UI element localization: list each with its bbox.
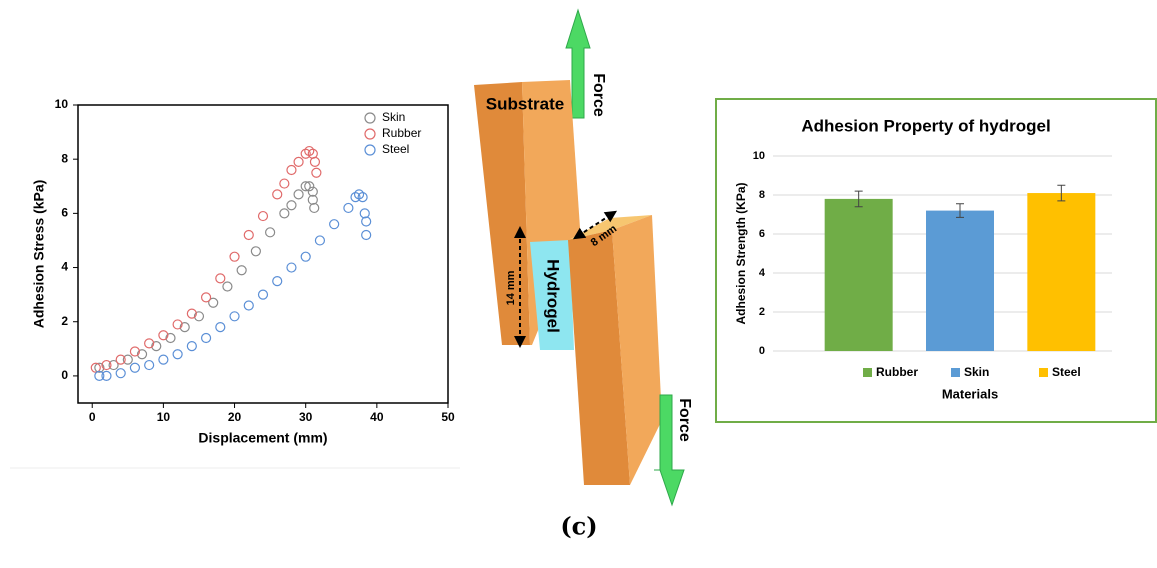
legend-swatch: [951, 368, 960, 377]
data-point: [266, 228, 275, 237]
legend-label: Steel: [382, 142, 409, 156]
x-tick-label: 10: [157, 410, 171, 424]
data-point: [315, 236, 324, 245]
data-point: [294, 190, 303, 199]
height-label: 14 mm: [505, 270, 517, 305]
y-tick-label: 0: [759, 345, 765, 357]
data-point: [310, 157, 319, 166]
data-point: [362, 231, 371, 240]
data-point: [273, 190, 282, 199]
force-label: Force: [590, 73, 607, 117]
diagram: Substrate Force Force Hydrogel 14 mm 8 m…: [474, 10, 693, 505]
x-tick-label: 0: [89, 410, 96, 424]
legend-marker: [365, 145, 375, 155]
data-point: [216, 323, 225, 332]
legend-swatch: [863, 368, 872, 377]
substrate-label: Substrate: [486, 94, 564, 113]
legend-label: Steel: [1052, 365, 1081, 379]
data-point: [116, 369, 125, 378]
figure: Substrate Force Force Hydrogel 14 mm 8 m…: [0, 0, 1157, 568]
data-point: [280, 209, 289, 218]
data-point: [223, 282, 232, 291]
data-point: [360, 209, 369, 218]
x-axis-label: Materials: [942, 386, 998, 401]
data-point: [230, 252, 239, 261]
force-label: Force: [676, 398, 693, 442]
x-axis-label: Displacement (mm): [198, 430, 327, 446]
data-point: [216, 274, 225, 283]
data-point: [202, 333, 211, 342]
legend-label: Skin: [964, 365, 989, 379]
bar: [926, 211, 994, 351]
caption: (c): [560, 512, 597, 541]
data-point: [287, 201, 296, 210]
data-point: [330, 220, 339, 229]
y-tick-label: 6: [61, 206, 68, 220]
data-point: [187, 342, 196, 351]
legend-label: Rubber: [382, 126, 421, 140]
y-tick-label: 8: [61, 151, 68, 165]
data-point: [130, 363, 139, 372]
data-point: [280, 179, 289, 188]
data-point: [202, 293, 211, 302]
data-point: [362, 217, 371, 226]
y-tick-label: 10: [55, 97, 69, 111]
hydrogel-label: Hydrogel: [544, 259, 563, 333]
data-point: [237, 266, 246, 275]
legend-label: Skin: [382, 110, 405, 124]
data-point: [145, 361, 154, 370]
data-point: [244, 301, 253, 310]
data-point: [273, 277, 282, 286]
data-point: [230, 312, 239, 321]
legend-marker: [365, 129, 375, 139]
y-axis-label: Adhesion Strength (KPa): [734, 182, 748, 324]
y-tick-label: 6: [759, 228, 765, 240]
data-point: [301, 252, 310, 261]
y-tick-label: 10: [753, 150, 765, 162]
x-tick-label: 30: [299, 410, 313, 424]
data-point: [173, 350, 182, 359]
data-point: [244, 231, 253, 240]
legend-label: Rubber: [876, 365, 918, 379]
data-point: [344, 203, 353, 212]
y-tick-label: 8: [759, 189, 765, 201]
y-tick-label: 2: [759, 306, 765, 318]
data-point: [259, 290, 268, 299]
y-tick-label: 4: [759, 267, 766, 279]
chart-title: Adhesion Property of hydrogel: [801, 116, 1050, 135]
x-tick-label: 50: [441, 410, 455, 424]
substrate-front: [474, 82, 530, 345]
bar: [1027, 193, 1095, 351]
data-point: [251, 247, 260, 256]
y-tick-label: 4: [61, 260, 68, 274]
data-point: [310, 203, 319, 212]
data-point: [159, 355, 168, 364]
legend-swatch: [1039, 368, 1048, 377]
data-point: [259, 212, 268, 221]
data-point: [287, 263, 296, 272]
x-tick-label: 20: [228, 410, 242, 424]
y-axis-label: Adhesion Stress (kPa): [31, 180, 47, 329]
data-point: [287, 166, 296, 175]
y-tick-label: 0: [61, 368, 68, 382]
data-point: [294, 157, 303, 166]
legend-marker: [365, 113, 375, 123]
x-tick-label: 40: [370, 410, 384, 424]
y-tick-label: 2: [61, 314, 68, 328]
data-point: [312, 168, 321, 177]
bar: [825, 199, 893, 351]
